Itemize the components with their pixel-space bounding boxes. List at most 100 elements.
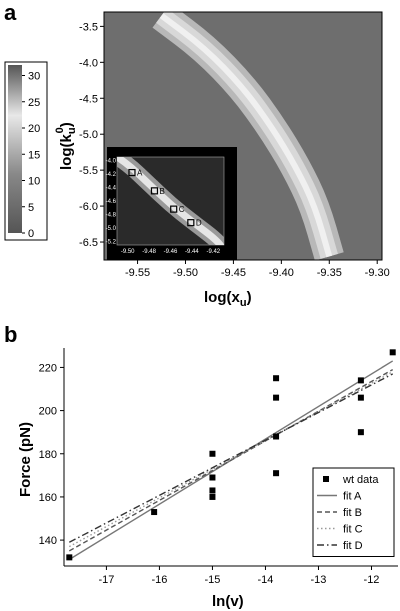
data-point xyxy=(209,474,216,481)
inset-y-ticks: -4.0 -4.2 -4.4 -4.6 -4.8 -5.0 -5.2 xyxy=(106,158,117,245)
inset-y-tick-label: -4.8 xyxy=(106,213,117,219)
heatmap-y-tick-label: -5.0 xyxy=(79,129,98,141)
heatmap-ridge xyxy=(152,12,344,260)
scatter-x-tick-label: -16 xyxy=(151,574,167,586)
inset-marker xyxy=(170,205,178,213)
legend-swatch xyxy=(323,476,329,482)
scatter-x-tick-label: -15 xyxy=(204,574,220,586)
data-point xyxy=(66,554,73,561)
data-point xyxy=(273,375,280,382)
scatter-y-tick-label: 220 xyxy=(39,362,57,374)
data-point xyxy=(357,394,364,401)
heatmap-x-tick-label: -9.50 xyxy=(173,267,198,279)
heatmap-x-tick-label: -9.45 xyxy=(221,267,246,279)
scatter-x-tick-label: -14 xyxy=(258,574,274,586)
heatmap-x-ticks: -9.55 -9.50 -9.45 -9.40 -9.35 -9.30 xyxy=(125,260,390,279)
scatter-x-title: ln(v) xyxy=(212,593,244,610)
data-point xyxy=(209,450,216,457)
data-point xyxy=(209,493,216,500)
inset-x-tick-label: -9.46 xyxy=(164,249,178,255)
data-point xyxy=(273,394,280,401)
colorbar-tick-label: 10 xyxy=(28,176,40,188)
heatmap-y-tick-label: -3.5 xyxy=(79,21,98,33)
panel-label-a: a xyxy=(4,0,17,25)
heatmap-y-ticks: -3.5 -4.0 -4.5 -5.0 -5.5 -6.0 -6.5 xyxy=(79,21,104,249)
inset-marker-label: D xyxy=(196,219,202,228)
legend-label: wt data xyxy=(342,474,379,486)
scatter-y-ticks: 140 160 180 200 220 xyxy=(39,362,64,547)
scatter-legend: wt data fit A fit B fit C fit D xyxy=(312,467,395,557)
inset-marker-label: B xyxy=(159,187,164,196)
inset-marker-label: A xyxy=(137,169,143,178)
scatter-y-tick-label: 140 xyxy=(39,535,57,547)
ridge-core-band xyxy=(159,13,333,258)
inset-plot: -9.50 -9.48 -9.46 -9.44 -9.42 -4.0-4.2-4.4-4… xyxy=(106,147,237,260)
scatter-y-tick-label: 160 xyxy=(39,492,57,504)
legend-label: fit A xyxy=(343,491,362,503)
inset-x-tick-label: -9.48 xyxy=(142,249,156,255)
heatmap-y-tick-label: -6.5 xyxy=(79,237,98,249)
heatmap-panel: -9.55 -9.50 -9.45 -9.40 -9.35 -9.30 -3.5-4.0-… xyxy=(79,11,390,279)
inset-y-tick-label: -5.0 xyxy=(106,226,117,232)
data-points xyxy=(66,349,396,561)
inset-markers: A B C D xyxy=(128,168,202,228)
scatter-x-tick-label: -12 xyxy=(364,574,380,586)
inset-y-tick-label: -5.2 xyxy=(106,240,117,246)
inset-ridge-core xyxy=(117,157,224,245)
colorbar-tick-label: 30 xyxy=(28,71,40,83)
colorbar-tick-label: 5 xyxy=(28,202,34,214)
inset-marker xyxy=(187,219,195,227)
heatmap-y-tick-label: -5.5 xyxy=(79,165,98,177)
data-point xyxy=(273,470,280,477)
inset-marker xyxy=(128,168,136,177)
data-point xyxy=(209,487,216,494)
data-point xyxy=(273,433,280,440)
scatter-x-ticks: -17 -16 -15 -14 -13 -12 xyxy=(98,566,379,586)
inset-marker-label: C xyxy=(179,205,185,214)
colorbar-tick-label: 20 xyxy=(28,123,40,135)
heatmap-x-title: log(xu) xyxy=(204,289,252,309)
heatmap-y-tick-label: -4.5 xyxy=(79,93,98,105)
heatmap-x-tick-label: -9.55 xyxy=(125,267,150,279)
scatter-x-tick-label: -17 xyxy=(98,574,114,586)
heatmap-x-tick-label: -9.35 xyxy=(317,267,342,279)
fit-line xyxy=(68,371,394,548)
heatmap-y-tick-label: -4.0 xyxy=(79,57,98,69)
scatter-y-title: Force (pN) xyxy=(17,422,34,497)
inset-x-ticks: -9.50 -9.48 -9.46 -9.44 -9.42 xyxy=(121,249,221,255)
inset-marker xyxy=(150,187,159,195)
inset-y-tick-label: -4.6 xyxy=(106,199,117,205)
legend-label: fit B xyxy=(343,507,362,519)
legend-label: fit C xyxy=(343,524,363,536)
inset-y-tick-label: -4.0 xyxy=(106,158,117,164)
scatter-panel: -17 -16 -15 -14 -13 -12 140 160 180 200 220 wt da… xyxy=(39,348,398,586)
scatter-y-tick-label: 200 xyxy=(39,406,57,418)
fit-lines xyxy=(68,360,394,561)
heatmap-x-tick-label: -9.40 xyxy=(269,267,294,279)
data-point xyxy=(151,509,158,516)
colorbar-ticks: 0 5 10 15 20 25 30 xyxy=(22,71,40,240)
inset-x-tick-label: -9.42 xyxy=(206,249,220,255)
colorbar-tick-label: 15 xyxy=(28,149,40,161)
heatmap-x-tick-label: -9.30 xyxy=(365,267,390,279)
panel-label-b: b xyxy=(4,322,17,347)
data-point xyxy=(389,349,396,356)
colorbar-ramp xyxy=(8,65,22,233)
fit-line xyxy=(68,373,394,543)
colorbar-tick-label: 25 xyxy=(28,97,40,109)
inset-y-tick-label: -4.2 xyxy=(106,172,117,178)
colorbar: 0 5 10 15 20 25 30 xyxy=(4,61,48,241)
heatmap-frame xyxy=(103,11,383,261)
scatter-y-tick-label: 180 xyxy=(39,449,57,461)
legend-label: fit D xyxy=(343,540,363,552)
data-point xyxy=(357,377,364,384)
inset-y-tick-label: -4.4 xyxy=(106,185,117,191)
colorbar-tick-label: 0 xyxy=(28,228,34,240)
scatter-x-tick-label: -13 xyxy=(311,574,327,586)
inset-x-tick-label: -9.50 xyxy=(121,249,135,255)
heatmap-y-title: log(ku0) xyxy=(54,122,78,170)
inset-x-tick-label: -9.44 xyxy=(185,249,199,255)
heatmap-y-tick-label: -6.0 xyxy=(79,201,98,213)
data-point xyxy=(357,429,364,436)
